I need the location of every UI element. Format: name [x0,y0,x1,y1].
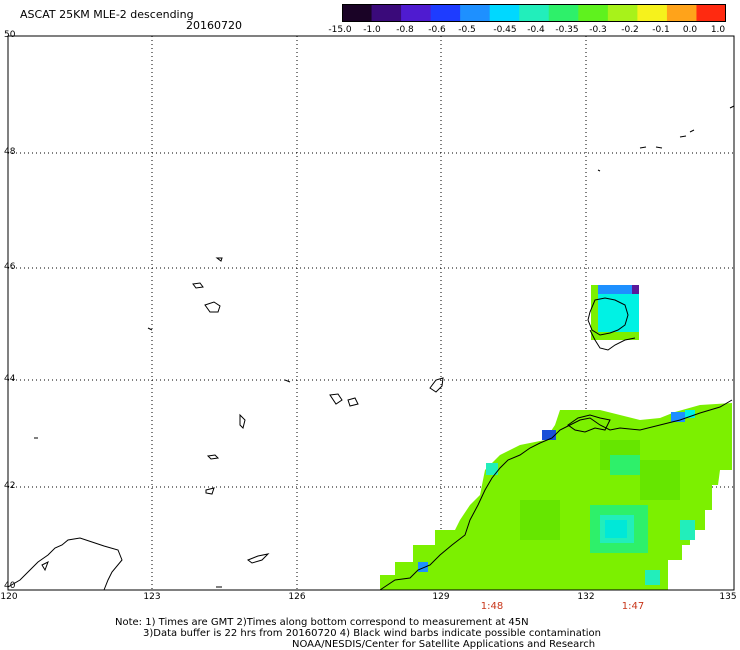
lon-label: 126 [288,592,306,602]
lat-label: 48 [4,147,16,157]
colorbar-label: -0.5 [458,25,476,35]
colorbar-swatch [637,4,668,22]
colorbar-swatch [460,4,491,22]
data-patch-north [591,285,639,340]
lon-label: 129 [432,592,450,602]
colorbar-label: -0.2 [621,25,639,35]
colorbar-label: -0.3 [589,25,607,35]
colorbar-label: -0.4 [527,25,545,35]
lon-label: 132 [577,592,595,602]
colorbar-label: -0.1 [652,25,670,35]
map-frame [7,35,735,591]
lon-label: 120 [0,592,18,602]
colorbar-frame [342,4,726,22]
colorbar-swatch [401,4,432,22]
pass-time-label: 1:47 [621,601,645,612]
pass-time-label: 1:48 [480,601,504,612]
colorbar-label: 0.0 [682,25,698,35]
note-line: Note: 1) Times are GMT 2)Times along bot… [115,617,529,628]
lat-label: 44 [4,374,16,384]
coastlines [7,105,735,591]
colorbar-label: -0.8 [396,25,414,35]
lat-label: 40 [4,581,16,591]
colorbar-label: -0.35 [555,25,579,35]
colorbar-label: -0.45 [493,25,517,35]
map-date: 20160720 [186,19,242,32]
lon-label: 135 [719,592,737,602]
colorbar-label: 1.0 [710,25,726,35]
colorbar-label: -0.6 [428,25,446,35]
lon-label: 123 [143,592,161,602]
lat-label: 42 [4,481,16,491]
lat-label: 50 [4,30,16,40]
colorbar-swatch [607,4,638,22]
data-swath [380,403,732,590]
colorbar-swatch [578,4,609,22]
colorbar-label: -15.0 [328,25,352,35]
colorbar [342,4,726,22]
colorbar-swatch [342,4,373,22]
note-line: 3)Data buffer is 22 hrs from 20160720 4)… [143,628,601,639]
colorbar-label: -1.0 [363,25,381,35]
lat-label: 46 [4,262,16,272]
colorbar-swatch [519,4,550,22]
map-title: ASCAT 25KM MLE-2 descending [20,8,194,21]
credit-line: NOAA/NESDIS/Center for Satellite Applica… [292,639,596,650]
colorbar-swatch [696,4,726,22]
colorbar-swatch [548,4,579,22]
colorbar-swatch [489,4,520,22]
colorbar-swatch [430,4,461,22]
colorbar-swatch [666,4,697,22]
colorbar-swatch [371,4,402,22]
